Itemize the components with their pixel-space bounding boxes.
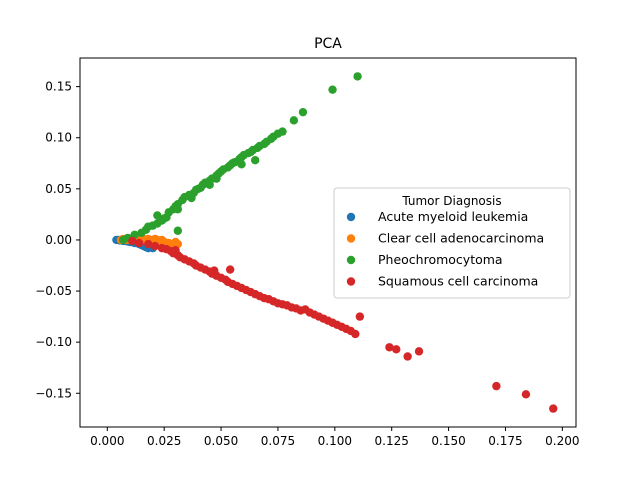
legend-marker [346,255,356,265]
data-point [210,266,219,275]
plot-frame [79,57,577,428]
series-2 [119,72,362,245]
data-point [298,107,308,117]
chart-title: PCA [314,36,342,52]
x-tick-label: 0.025 [147,434,181,448]
x-tick-label: 0.050 [204,434,238,448]
x-tick-label: 0.075 [261,434,295,448]
data-point [549,404,558,413]
data-points [112,72,558,413]
axes: 0.000 0.025 0.050 0.075 0.100 0.125 0.150 0.175… [35,80,579,448]
y-tick-label: 0.05 [45,182,72,196]
data-point [492,381,501,391]
data-point [171,245,180,255]
data-point [353,72,362,81]
legend-label: Pheochromocytoma [378,252,503,267]
legend-title: Tumor Diagnosis [401,194,501,208]
data-point [289,116,299,125]
y-tick-label: −0.10 [35,335,72,349]
x-tick-label: 0.175 [488,434,522,448]
data-point [187,193,196,203]
data-point [153,211,162,220]
x-tick-label: 0.100 [318,434,352,448]
data-point [173,226,183,235]
y-tick-label: −0.15 [35,386,72,400]
data-point [521,390,531,399]
data-point [237,160,246,169]
data-point [355,312,365,321]
data-point [134,238,144,248]
legend-marker [346,234,356,243]
data-point [194,184,203,194]
y-tick-label: 0.10 [45,131,72,145]
data-point [173,205,183,214]
data-point [250,156,260,165]
data-point [414,347,424,356]
series-3 [128,236,558,413]
data-point [278,127,287,136]
legend-label: Clear cell adenocarcinoma [378,231,544,246]
data-point [150,241,160,251]
x-tick-label: 0.125 [375,434,409,448]
x-tick-label: 0.000 [90,434,124,448]
y-tick-label: 0.00 [45,233,72,247]
data-point [403,352,412,361]
x-tick-label: 0.200 [545,434,579,448]
x-tick-label: 0.150 [431,434,465,448]
y-tick-label: 0.15 [45,80,72,94]
data-point [205,180,214,189]
legend-marker [346,277,356,286]
legend-label: Squamous cell carcinoma [378,274,538,289]
data-point [328,85,337,94]
data-point [385,343,394,352]
legend-marker [346,212,356,222]
data-point [212,174,221,183]
data-point [162,213,171,222]
data-point [351,329,360,339]
data-point [225,265,235,274]
data-point [392,345,401,354]
legend-box [333,187,571,299]
legend-label: Acute myeloid leukemia [378,209,528,224]
data-point [128,236,137,246]
y-tick-label: −0.05 [35,284,72,298]
data-point [144,239,153,249]
